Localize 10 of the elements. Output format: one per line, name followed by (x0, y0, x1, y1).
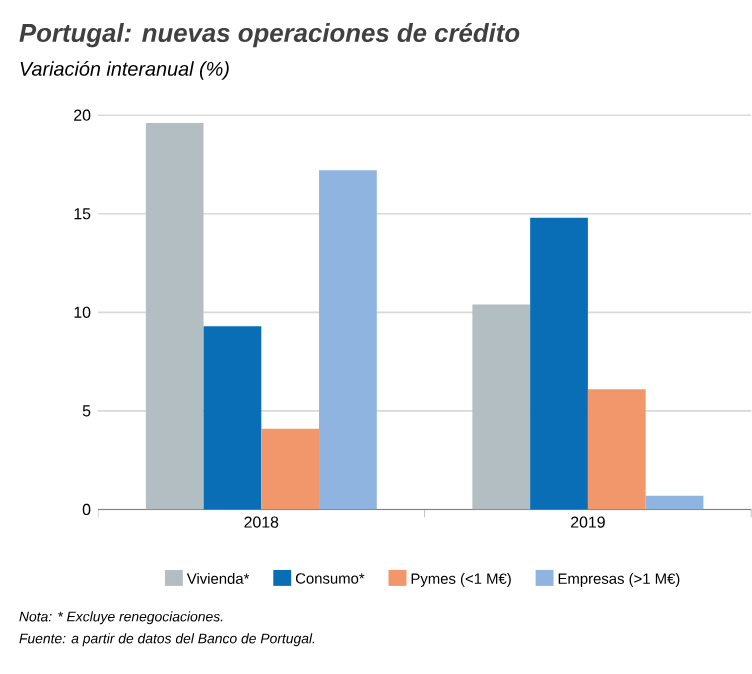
bar (530, 218, 588, 510)
bar (587, 389, 646, 510)
bar (319, 170, 377, 510)
bar (203, 326, 262, 510)
bar (261, 429, 320, 510)
bar (145, 123, 204, 510)
bar (645, 496, 704, 510)
chart-title: Portugal: nuevas operaciones de crédito (19, 23, 520, 48)
chart-subtitle: Variación interanual (%) (20, 61, 229, 81)
bar (472, 304, 531, 510)
